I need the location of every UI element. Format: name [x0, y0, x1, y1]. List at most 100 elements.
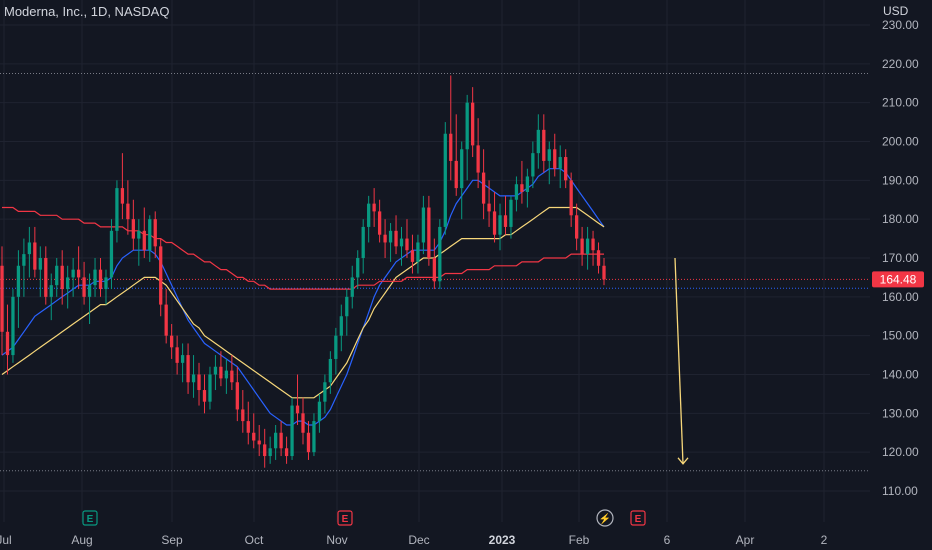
candle-body — [454, 160, 458, 189]
candle-body — [350, 277, 354, 297]
candle-body — [388, 230, 393, 243]
candle-body — [339, 316, 343, 336]
candle-body — [246, 421, 250, 433]
candle-body — [585, 238, 590, 255]
forecast-arrow[interactable] — [674, 257, 689, 465]
candle-body — [542, 129, 546, 161]
candle-body — [476, 145, 480, 173]
y-tick-label: 190.00 — [882, 173, 919, 187]
candle-body — [383, 234, 387, 243]
moving-average-line — [2, 206, 604, 290]
candle-body — [334, 335, 338, 359]
candle-body — [284, 448, 289, 457]
candle-body — [115, 188, 119, 231]
candle-body — [427, 207, 431, 258]
event-badges[interactable]: E E ⚡ E — [82, 509, 646, 527]
y-tick-label: 210.00 — [882, 96, 919, 110]
candle-body — [377, 211, 382, 235]
y-tick-label: 170.00 — [882, 251, 919, 265]
x-tick-label: Aug — [71, 533, 92, 547]
x-tick-label: Jul — [0, 533, 12, 547]
candle-body — [257, 440, 261, 445]
candle-body — [481, 172, 486, 204]
candle-body — [148, 219, 152, 251]
y-tick-label: 120.00 — [882, 445, 919, 459]
moving-average-line — [1, 206, 605, 399]
candle-body — [82, 277, 86, 297]
candle-body — [602, 265, 606, 280]
last-price-tag: 164.48 — [872, 271, 924, 288]
candle-body — [131, 219, 135, 239]
candle-body — [76, 269, 81, 278]
y-tick-label: 180.00 — [882, 212, 919, 226]
time-axis[interactable]: Jul Aug Sep Oct Nov Dec 2023 Feb 6 Apr 2 — [0, 533, 828, 547]
candle-body — [301, 413, 305, 433]
badge-label: E — [342, 514, 349, 525]
candle-body — [503, 215, 508, 227]
candle-body — [71, 269, 75, 278]
candle-body — [268, 448, 272, 457]
candle-body — [531, 153, 535, 177]
candle-body — [208, 374, 212, 402]
candle-body — [410, 250, 415, 262]
candle-body — [279, 432, 283, 449]
candle-body — [38, 258, 42, 270]
candle-body — [399, 238, 404, 247]
candle-body — [328, 358, 333, 383]
arrow-head — [677, 457, 689, 465]
y-tick-label: 220.00 — [882, 57, 919, 71]
candle-body — [460, 149, 464, 189]
y-tick-label: 160.00 — [882, 290, 919, 304]
candle-body — [432, 258, 436, 282]
candle-body — [5, 331, 10, 356]
candle-body — [295, 405, 300, 414]
candle-body — [405, 238, 409, 251]
candle-body — [202, 390, 207, 402]
badge-label: ⚡ — [599, 512, 611, 525]
candle-body — [120, 188, 125, 204]
candle-body — [323, 382, 327, 402]
x-tick-label: 6 — [664, 533, 671, 547]
candle-body — [514, 184, 519, 200]
y-tick-label: 150.00 — [882, 329, 919, 343]
candle-body — [49, 285, 53, 297]
candle-body — [197, 374, 201, 391]
x-tick-label: 2023 — [489, 533, 516, 547]
candle-body — [33, 242, 37, 270]
candle-body — [290, 405, 294, 457]
badge-label: E — [87, 514, 94, 525]
candle-body — [438, 226, 442, 282]
earnings-badge — [337, 510, 353, 526]
candle-body — [98, 269, 103, 290]
candle-body — [520, 184, 524, 192]
candle-body — [306, 432, 311, 453]
candle-body — [564, 157, 568, 181]
candle-body — [492, 211, 497, 235]
candle-body — [159, 246, 163, 305]
currency-label: USD — [883, 4, 909, 18]
candle-body — [547, 149, 551, 161]
candle-body — [443, 133, 447, 227]
candle-body — [219, 366, 223, 379]
candle-body — [235, 382, 239, 410]
candle-body — [498, 215, 502, 235]
candle-body — [60, 265, 64, 290]
candle-body — [273, 432, 278, 449]
candle-body — [574, 215, 579, 239]
arrow-shaft — [674, 257, 684, 464]
candle-body — [421, 207, 426, 243]
price-axis[interactable]: 110.00 120.00 130.00 140.00 150.00 160.00 170.… — [882, 18, 919, 498]
candle-body — [175, 347, 179, 363]
candle-body — [596, 250, 601, 266]
candle-body — [213, 366, 218, 375]
candle-body — [104, 277, 108, 290]
candle-body — [27, 242, 32, 255]
y-tick-label: 130.00 — [882, 406, 919, 420]
candle-body — [87, 285, 92, 297]
candle-body — [449, 133, 453, 161]
candle-body — [224, 370, 229, 379]
candle-body — [164, 304, 168, 336]
candle-body — [0, 265, 4, 332]
candle-body — [16, 265, 21, 297]
